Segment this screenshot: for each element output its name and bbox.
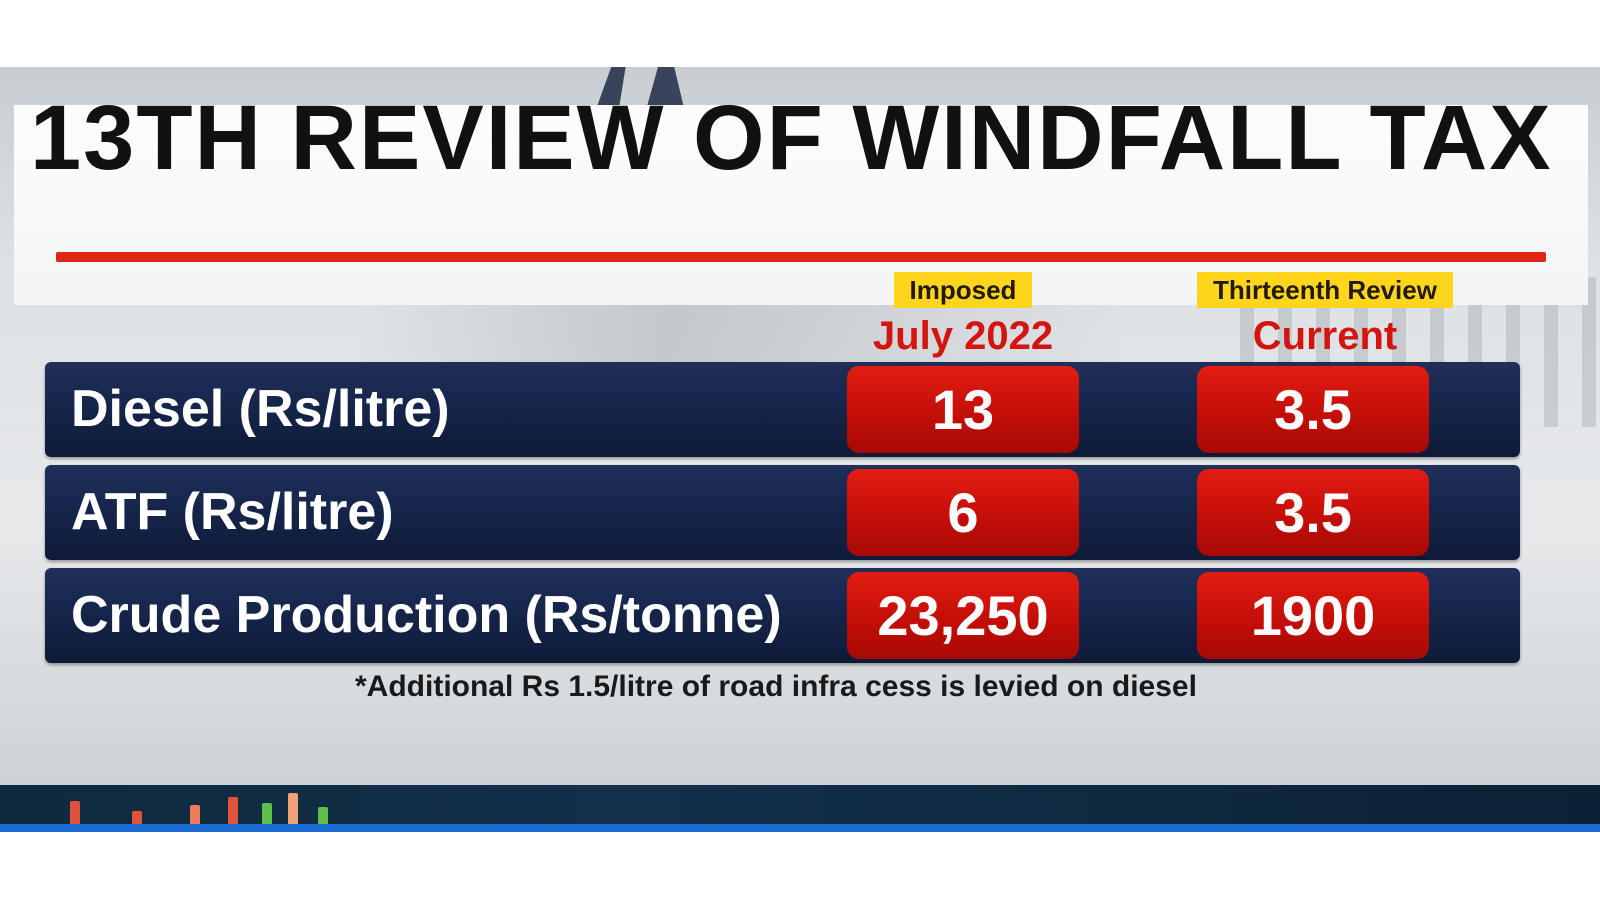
title-panel <box>14 105 1588 305</box>
imposed-value: 23,250 <box>847 572 1079 659</box>
current-value: 3.5 <box>1197 469 1429 556</box>
candle-decoration <box>262 803 272 827</box>
candle-decoration <box>70 801 80 827</box>
footnote: *Additional Rs 1.5/litre of road infra c… <box>355 670 1197 703</box>
title-underline <box>56 252 1546 262</box>
current-value: 3.5 <box>1197 366 1429 453</box>
table-row-atf: ATF (Rs/litre) 6 3.5 <box>45 465 1520 560</box>
column-header-current: Thirteenth Review Current <box>1160 272 1490 362</box>
candle-decoration <box>228 797 238 827</box>
column-subtitle: Current <box>1252 314 1398 358</box>
imposed-value: 6 <box>847 469 1079 556</box>
page-title: 13TH REVIEW OF WINDFALL TAX <box>30 87 1553 189</box>
row-label: Diesel (Rs/litre) <box>71 380 450 438</box>
row-label: Crude Production (Rs/tonne) <box>71 586 782 644</box>
candle-decoration <box>190 805 200 827</box>
tax-table: Diesel (Rs/litre) 13 3.5 ATF (Rs/litre) … <box>45 362 1520 671</box>
table-row-diesel: Diesel (Rs/litre) 13 3.5 <box>45 362 1520 457</box>
candle-decoration <box>132 811 142 827</box>
imposed-value: 13 <box>847 366 1079 453</box>
table-row-crude: Crude Production (Rs/tonne) 23,250 1900 <box>45 568 1520 663</box>
bottom-blue-bar <box>0 824 1600 832</box>
candle-decoration <box>318 807 328 827</box>
column-tag: Thirteenth Review <box>1197 272 1453 308</box>
current-value: 1900 <box>1197 572 1429 659</box>
candle-decoration <box>288 793 298 827</box>
row-label: ATF (Rs/litre) <box>71 483 394 541</box>
column-subtitle: July 2022 <box>872 314 1054 358</box>
column-header-imposed: Imposed July 2022 <box>848 272 1078 362</box>
column-tag: Imposed <box>893 272 1033 308</box>
